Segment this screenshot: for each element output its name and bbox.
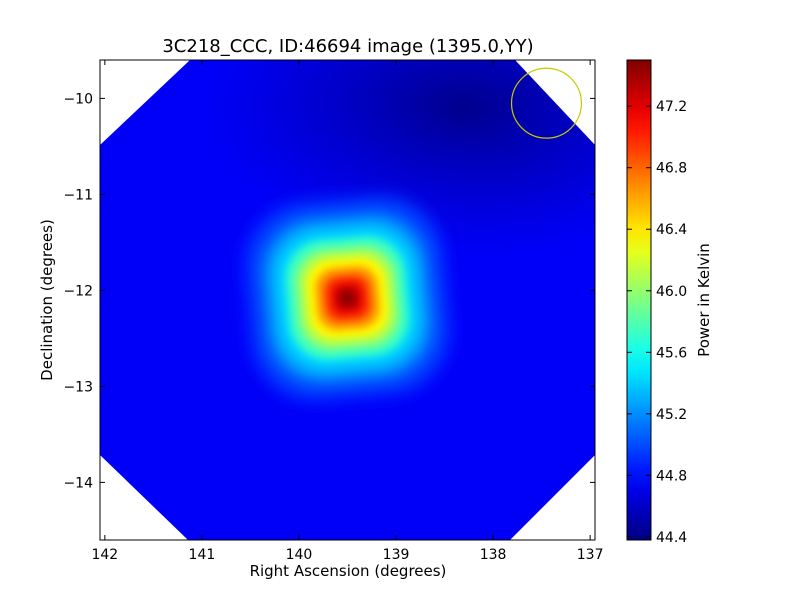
chart-title: 3C218_CCC, ID:46694 image (1395.0,YY) — [162, 36, 533, 57]
colorbar-ticks: 44.4 44.8 45.2 45.6 46.0 46.4 46.8 47.2 — [627, 99, 687, 546]
colorbar-gradient — [626, 59, 652, 541]
source-emission — [137, 88, 558, 509]
colorbar-tick-label: 45.2 — [656, 407, 687, 423]
x-tick-label: 139 — [383, 547, 410, 563]
x-tick-label: 137 — [577, 547, 604, 563]
plot-area — [100, 60, 595, 540]
x-tick-label: 141 — [189, 547, 216, 563]
x-axis-label: Right Ascension (degrees) — [250, 562, 447, 580]
x-tick-label: 140 — [286, 547, 313, 563]
y-tick-label: −14 — [63, 475, 93, 491]
x-axis-ticks: 142 141 140 139 138 137 — [91, 60, 604, 563]
source-contour — [338, 289, 357, 308]
y-tick-label: −12 — [63, 283, 93, 299]
beam-circle — [510, 67, 583, 139]
colorbar-tick-label: 45.6 — [656, 345, 687, 361]
y-tick-label: −10 — [63, 91, 93, 107]
x-tick-label: 138 — [480, 547, 507, 563]
y-tick-label: −11 — [63, 187, 93, 203]
colorbar-tick-label: 47.2 — [656, 99, 687, 115]
heatmap-image — [100, 60, 595, 540]
colorbar-tick-label: 44.4 — [656, 530, 687, 546]
x-tick-label: 142 — [91, 547, 118, 563]
y-axis-ticks: −10 −11 −12 −13 −14 — [63, 91, 595, 491]
y-tick-label: −13 — [63, 379, 93, 395]
colorbar-tick-label: 46.8 — [656, 161, 687, 177]
colorbar: 44.4 44.8 45.2 45.6 46.0 46.4 46.8 47.2 Power i… — [626, 59, 713, 546]
axes-frame — [99, 59, 596, 541]
colorbar-tick-label: 44.8 — [656, 468, 687, 484]
colorbar-label: Power in Kelvin — [695, 243, 713, 357]
colorbar-tick-label: 46.0 — [656, 284, 687, 300]
colorbar-tick-label: 46.4 — [656, 222, 687, 238]
y-axis-label: Declination (degrees) — [38, 219, 56, 381]
